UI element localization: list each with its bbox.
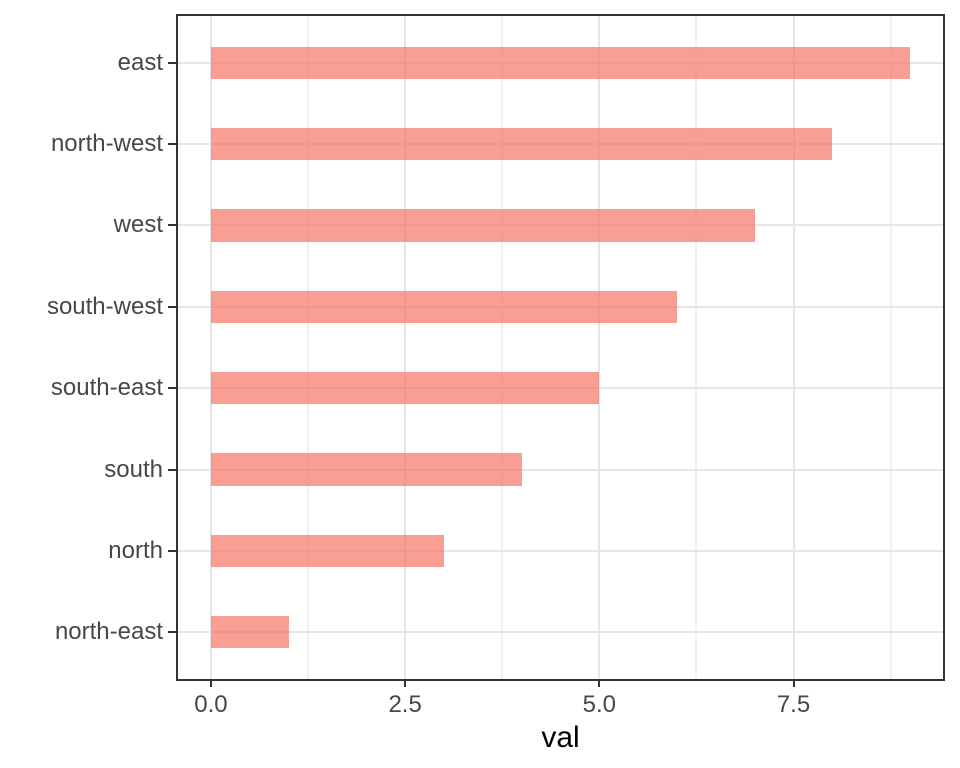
major-gridline-horizontal [176,631,945,634]
y-tick-mark [168,387,176,390]
major-gridline-horizontal [176,468,945,471]
y-tick-label: north-east [54,618,163,646]
minor-gridline-vertical [501,14,504,681]
y-tick-mark [168,305,176,308]
y-tick-label: south-west [46,292,163,320]
minor-gridline-vertical [307,14,310,681]
x-tick-mark [598,681,601,687]
x-tick-label: 7.5 [776,691,811,718]
x-tick-mark [792,681,795,687]
y-tick-label: north-west [50,130,163,158]
x-tick-mark [404,681,407,687]
bar [210,127,833,161]
bar [210,453,522,486]
x-tick-label: 5.0 [582,691,617,718]
y-tick-mark [168,61,176,64]
bar [210,371,600,405]
y-tick-mark [168,143,176,146]
minor-gridline-vertical [889,14,892,681]
major-gridline-horizontal [176,549,945,552]
major-gridline-vertical [404,14,407,681]
bar [210,209,755,242]
bar [210,534,444,568]
y-tick-mark [168,549,176,552]
y-tick-mark [168,468,176,471]
major-gridline-vertical [792,14,795,681]
major-gridline-vertical [209,14,212,681]
bar [210,290,677,324]
y-tick-label: south-east [50,374,163,402]
y-tick-mark [168,224,176,227]
y-tick-label: west [113,211,163,239]
x-tick-label: 0.0 [194,691,228,718]
x-tick-mark [209,681,212,687]
major-gridline-vertical [598,14,601,681]
plot-panel [176,14,945,681]
x-axis-title: val [541,721,580,754]
bar [210,46,911,80]
y-tick-label: north [108,536,163,564]
minor-gridline-vertical [695,14,698,681]
y-tick-label: east [117,48,163,76]
bar [210,615,289,649]
x-tick-label: 2.5 [388,691,422,718]
y-tick-mark [168,631,176,634]
y-tick-label: south [104,455,163,483]
